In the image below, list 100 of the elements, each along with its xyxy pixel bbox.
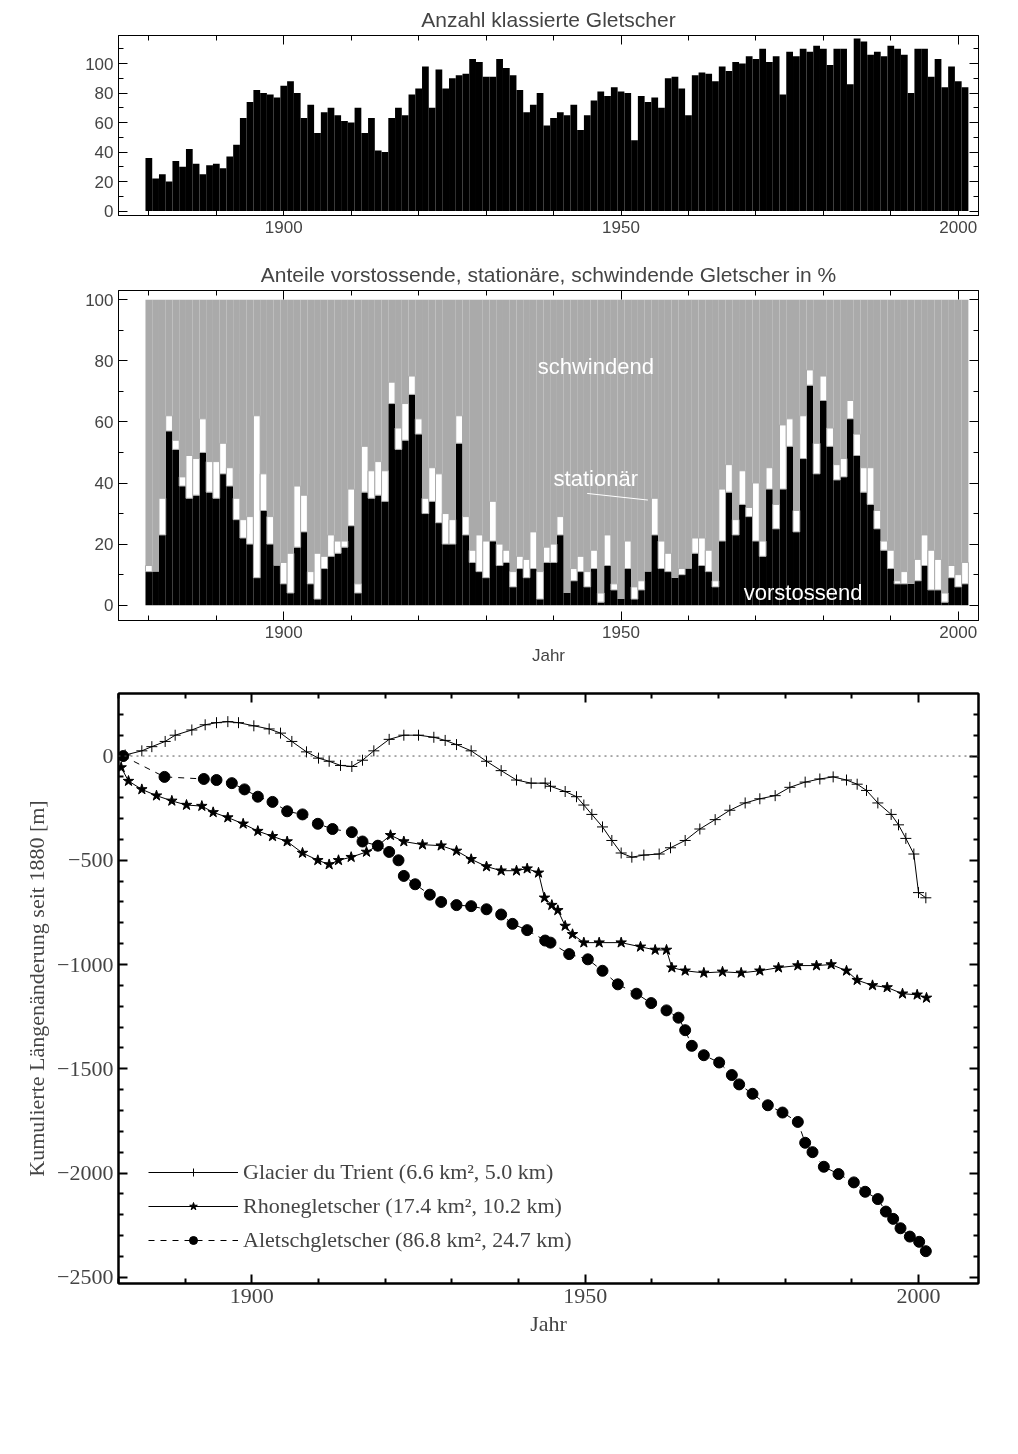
- point: [716, 965, 729, 977]
- point: [225, 777, 238, 790]
- point: [879, 1205, 892, 1218]
- point: [810, 959, 823, 971]
- x-tick-label: 1950: [602, 217, 640, 237]
- point: [397, 869, 410, 882]
- point: [356, 835, 369, 848]
- point: [776, 1106, 789, 1119]
- point: [332, 854, 345, 866]
- y-tick-label: 60: [94, 412, 114, 432]
- point: [238, 783, 251, 796]
- y-tick-label: −2500: [57, 1264, 114, 1290]
- point: [761, 1099, 774, 1112]
- point: [323, 858, 335, 870]
- point: [615, 936, 627, 948]
- point: [630, 987, 643, 1000]
- point: [480, 860, 493, 872]
- x-tick-label: 1950: [602, 622, 640, 642]
- x-axis-title: Jahr: [530, 1310, 568, 1336]
- point: [896, 987, 909, 999]
- y-tick-label: 0: [104, 202, 114, 222]
- point: [649, 943, 661, 955]
- point: [593, 936, 605, 948]
- point: [465, 853, 477, 865]
- point: [840, 964, 853, 976]
- point: [552, 904, 564, 916]
- point: [611, 978, 624, 991]
- point: [806, 1146, 819, 1159]
- point: [772, 961, 785, 973]
- point: [698, 966, 710, 978]
- point: [697, 1049, 710, 1062]
- point: [506, 917, 519, 930]
- point: [450, 899, 463, 912]
- point: [480, 903, 493, 916]
- point: [532, 866, 545, 878]
- point: [894, 1222, 907, 1235]
- y-tick-label: 40: [94, 474, 114, 493]
- point: [398, 835, 410, 847]
- point: [384, 829, 397, 841]
- point: [596, 964, 609, 977]
- y-tick-label: 60: [94, 113, 114, 133]
- y-tick-label: −1500: [57, 1055, 114, 1081]
- point: [296, 846, 309, 858]
- point: [920, 991, 933, 1003]
- point: [311, 817, 324, 830]
- point: [559, 919, 571, 931]
- series-label: vorstossend: [743, 579, 863, 605]
- point: [122, 775, 135, 787]
- point: [672, 1011, 685, 1024]
- point: [266, 795, 279, 808]
- point: [581, 953, 594, 966]
- point: [538, 891, 551, 903]
- point: [733, 1078, 746, 1091]
- y-tick-label: −2000: [57, 1160, 114, 1186]
- point: [645, 997, 658, 1010]
- point: [799, 1136, 812, 1149]
- point: [296, 808, 309, 821]
- x-tick-label: 2000: [939, 622, 978, 642]
- point: [326, 823, 339, 835]
- y-tick-label: 100: [85, 290, 114, 310]
- point: [521, 862, 533, 874]
- point: [158, 770, 171, 783]
- point: [685, 1039, 698, 1052]
- y-tick-label: −1000: [57, 951, 114, 977]
- point: [881, 981, 893, 993]
- point: [746, 1087, 759, 1100]
- point: [495, 908, 508, 921]
- point: [510, 864, 523, 876]
- point: [136, 783, 148, 795]
- point: [345, 826, 358, 839]
- y-axis-title: Kumulierte Längenänderung seit 1880 [m]: [24, 800, 50, 1177]
- point: [521, 924, 534, 937]
- point: [871, 1193, 884, 1206]
- point: [903, 1230, 916, 1243]
- point: [435, 839, 447, 851]
- point: [566, 928, 579, 940]
- point: [495, 864, 507, 876]
- point: [919, 1245, 932, 1258]
- point: [817, 1160, 830, 1173]
- point: [465, 900, 478, 913]
- x-tick-label: 1900: [229, 1282, 274, 1308]
- point: [383, 845, 396, 858]
- y-tick-label: 100: [85, 54, 114, 74]
- point: [450, 844, 463, 856]
- point: [634, 940, 647, 952]
- point: [825, 958, 837, 970]
- y-tick-label: 80: [94, 84, 114, 104]
- series-label: stationär: [553, 466, 638, 492]
- point: [252, 825, 264, 837]
- point: [435, 895, 448, 908]
- point: [792, 959, 804, 971]
- point: [866, 979, 879, 991]
- y-tick-label: 40: [94, 143, 114, 163]
- x-axis-title: Jahr: [531, 645, 566, 665]
- point: [266, 830, 279, 842]
- y-tick-label: 0: [102, 743, 114, 769]
- point: [791, 1115, 804, 1128]
- point: [345, 851, 357, 863]
- point: [713, 1056, 726, 1069]
- point: [578, 936, 590, 948]
